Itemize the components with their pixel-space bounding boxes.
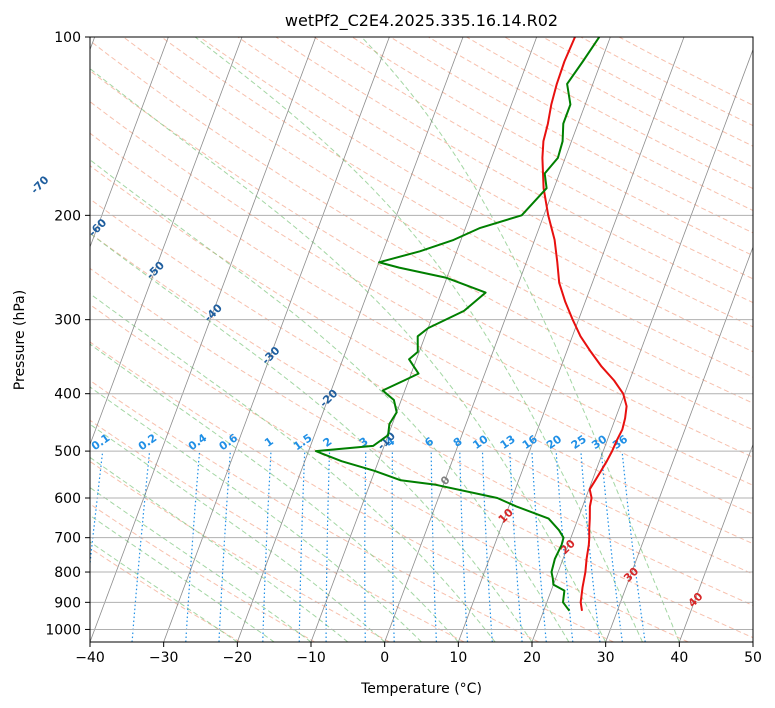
- moist-adiabat-line: [90, 423, 386, 642]
- x-tick-label: −20: [223, 650, 253, 666]
- isotherm-line: [531, 48, 753, 642]
- dewpoint-profile-line: [314, 37, 601, 612]
- y-tick-label: 700: [54, 531, 81, 547]
- dry-adiabat-line: [90, 40, 753, 431]
- moist-adiabat-line: [90, 514, 275, 642]
- dry-adiabat-line: [90, 132, 753, 515]
- y-axis-label: Pressure (hPa): [12, 290, 28, 390]
- dry-adiabat-line: [90, 198, 753, 575]
- mixing-ratio-line: [555, 451, 574, 642]
- moist-adiabat-line: [194, 37, 643, 642]
- isotherm-line: [163, 37, 390, 642]
- dry-adiabat-line: [504, 37, 753, 168]
- isotherm-line: [457, 37, 685, 642]
- moist-adiabat-line: [361, 37, 680, 642]
- x-tick-label: 50: [744, 650, 762, 666]
- y-tick-label: 100: [54, 30, 81, 46]
- y-tick-label: 400: [54, 387, 81, 403]
- isotherm-line: [90, 37, 169, 249]
- y-tick-label: 300: [54, 313, 81, 329]
- dry-adiabat-line: [90, 70, 753, 458]
- isotherm-line: [90, 37, 243, 446]
- isotherm-line: [384, 37, 611, 642]
- y-tick-label: 1000: [45, 622, 81, 638]
- dry-adiabat-line: [351, 37, 753, 257]
- y-tick-label: 600: [54, 491, 81, 507]
- temperature-profile-line: [541, 37, 628, 611]
- dry-adiabat-line: [466, 37, 753, 190]
- y-tick-label: 200: [54, 208, 81, 224]
- x-tick-label: 20: [523, 650, 541, 666]
- dry-adiabat-line: [90, 232, 753, 606]
- dry-adiabat-line: [90, 503, 315, 642]
- isotherm-line: [236, 37, 464, 642]
- dry-adiabat-line: [123, 37, 753, 404]
- plot-frame: [89, 36, 754, 643]
- x-tick-label: −40: [75, 650, 105, 666]
- x-tick-label: −10: [296, 650, 326, 666]
- moist-adiabat-line: [90, 456, 349, 642]
- dry-adiabat-line: [275, 37, 753, 304]
- isotherm-line: [678, 443, 753, 642]
- dry-adiabat-line: [90, 379, 540, 642]
- dry-adiabat-line: [90, 101, 753, 486]
- x-tick-label: −30: [149, 650, 179, 666]
- moist-adiabat-line: [90, 159, 570, 642]
- y-tick-label: 900: [54, 595, 81, 611]
- moist-adiabat-line: [90, 343, 459, 642]
- y-tick-label: 500: [54, 444, 81, 460]
- x-tick-label: 30: [597, 650, 615, 666]
- moist-adiabat-line: [90, 541, 238, 642]
- dry-adiabat-line: [90, 460, 390, 642]
- dry-adiabat-line: [90, 165, 753, 545]
- moist-adiabat-line: [90, 67, 607, 642]
- isotherm-line: [310, 37, 538, 642]
- mixing-ratio-line: [90, 451, 104, 569]
- mixing-ratio-line: [531, 451, 547, 642]
- isotherm-line: [605, 245, 753, 642]
- chart-title: wetPf2_C2E4.2025.335.16.14.R02: [285, 11, 558, 31]
- dry-adiabat-line: [90, 304, 689, 642]
- x-axis-label: Temperature (°C): [360, 681, 482, 697]
- y-tick-label: 800: [54, 565, 81, 581]
- x-tick-label: 10: [449, 650, 467, 666]
- dry-adiabat-line: [161, 37, 753, 378]
- x-tick-label: 40: [670, 650, 688, 666]
- mixing-ratio-line: [580, 451, 601, 642]
- mixing-ratio-line: [600, 451, 623, 642]
- mixing-ratio-line: [621, 451, 646, 642]
- moist-adiabat-line: [90, 232, 533, 642]
- dry-adiabat-line: [313, 37, 753, 280]
- dry-adiabat-line: [90, 419, 465, 642]
- dry-adiabat-line: [428, 37, 753, 212]
- isotherm-line: [90, 37, 317, 642]
- x-tick-label: 0: [380, 650, 389, 666]
